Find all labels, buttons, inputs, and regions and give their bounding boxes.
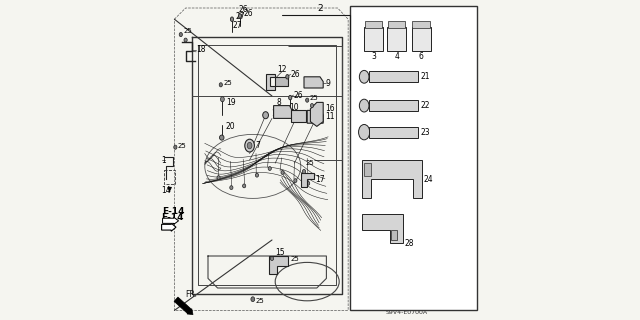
Text: 13: 13 [271,109,281,118]
Ellipse shape [358,124,370,140]
Ellipse shape [244,139,255,152]
Polygon shape [274,106,292,118]
Text: 7: 7 [255,141,260,150]
Text: 26: 26 [243,9,253,18]
Text: 10: 10 [289,103,300,112]
Bar [164,170,175,184]
Polygon shape [307,110,323,123]
Text: 23: 23 [421,128,431,137]
Text: 17: 17 [315,175,324,184]
Text: 22: 22 [421,101,430,110]
Ellipse shape [302,170,306,174]
Text: 25: 25 [305,160,314,165]
Bar [369,100,419,111]
Ellipse shape [220,135,224,140]
Text: 27: 27 [233,21,243,30]
Text: 9: 9 [326,79,331,88]
Ellipse shape [251,297,255,302]
Ellipse shape [230,186,233,189]
Ellipse shape [255,173,259,177]
Bar [391,230,397,240]
Text: 1: 1 [161,156,166,164]
Polygon shape [266,74,275,90]
FancyArrow shape [161,223,176,231]
Ellipse shape [263,112,269,119]
Text: 19: 19 [227,98,236,107]
Ellipse shape [289,95,292,100]
Polygon shape [269,256,288,274]
Ellipse shape [239,14,242,18]
Bar [364,27,383,51]
Text: E-14: E-14 [163,207,185,216]
Bar [369,71,419,82]
Bar [364,163,371,176]
Ellipse shape [220,97,225,102]
Ellipse shape [174,145,177,149]
Ellipse shape [306,98,309,102]
Ellipse shape [230,17,234,21]
Text: 25: 25 [223,80,232,85]
Bar [351,6,477,310]
Bar [388,21,406,28]
Text: 26: 26 [291,70,300,79]
Text: 3: 3 [371,52,376,60]
Text: 25: 25 [291,256,300,261]
Text: 26: 26 [293,91,303,100]
Ellipse shape [359,99,369,112]
Text: 15: 15 [275,248,285,257]
Bar [365,21,383,28]
Bar [412,27,431,51]
Text: 25: 25 [183,28,192,34]
Ellipse shape [294,179,297,182]
Polygon shape [304,77,323,88]
Ellipse shape [270,257,274,260]
Ellipse shape [307,181,310,185]
Text: 20: 20 [226,122,236,131]
Bar [369,127,419,138]
Ellipse shape [359,70,369,83]
Text: 2: 2 [317,4,323,13]
Ellipse shape [281,171,284,174]
Polygon shape [310,102,323,126]
Ellipse shape [243,184,246,188]
Text: 25: 25 [310,95,318,100]
Text: 25: 25 [255,298,264,304]
Text: E-14: E-14 [161,213,184,222]
Text: 28: 28 [405,239,414,248]
Text: 16: 16 [326,104,335,113]
Polygon shape [362,160,422,198]
Polygon shape [362,214,403,243]
FancyArrow shape [174,297,193,315]
Text: 24: 24 [424,175,434,184]
Text: 4: 4 [394,52,399,60]
Text: 26: 26 [239,5,248,14]
Ellipse shape [310,104,314,108]
Polygon shape [275,77,288,86]
Bar [412,21,430,28]
Text: 11: 11 [325,112,334,121]
Text: 6: 6 [419,52,424,60]
Text: FR.: FR. [185,290,197,299]
Text: 12: 12 [277,65,286,74]
Polygon shape [291,110,306,122]
Ellipse shape [268,167,271,171]
Text: 18: 18 [196,45,205,54]
Text: 25: 25 [178,143,186,148]
Ellipse shape [285,75,289,79]
Text: S9V4-E0700A: S9V4-E0700A [385,309,428,315]
Text: 14: 14 [161,186,172,195]
Text: 27: 27 [236,12,245,21]
Ellipse shape [217,176,220,180]
Ellipse shape [184,38,187,42]
FancyArrow shape [163,217,179,224]
Polygon shape [301,173,314,187]
Ellipse shape [179,33,182,37]
Bar [387,27,406,51]
Ellipse shape [247,142,252,149]
Ellipse shape [219,83,223,87]
Text: 21: 21 [421,72,430,81]
Text: 8: 8 [276,98,281,107]
